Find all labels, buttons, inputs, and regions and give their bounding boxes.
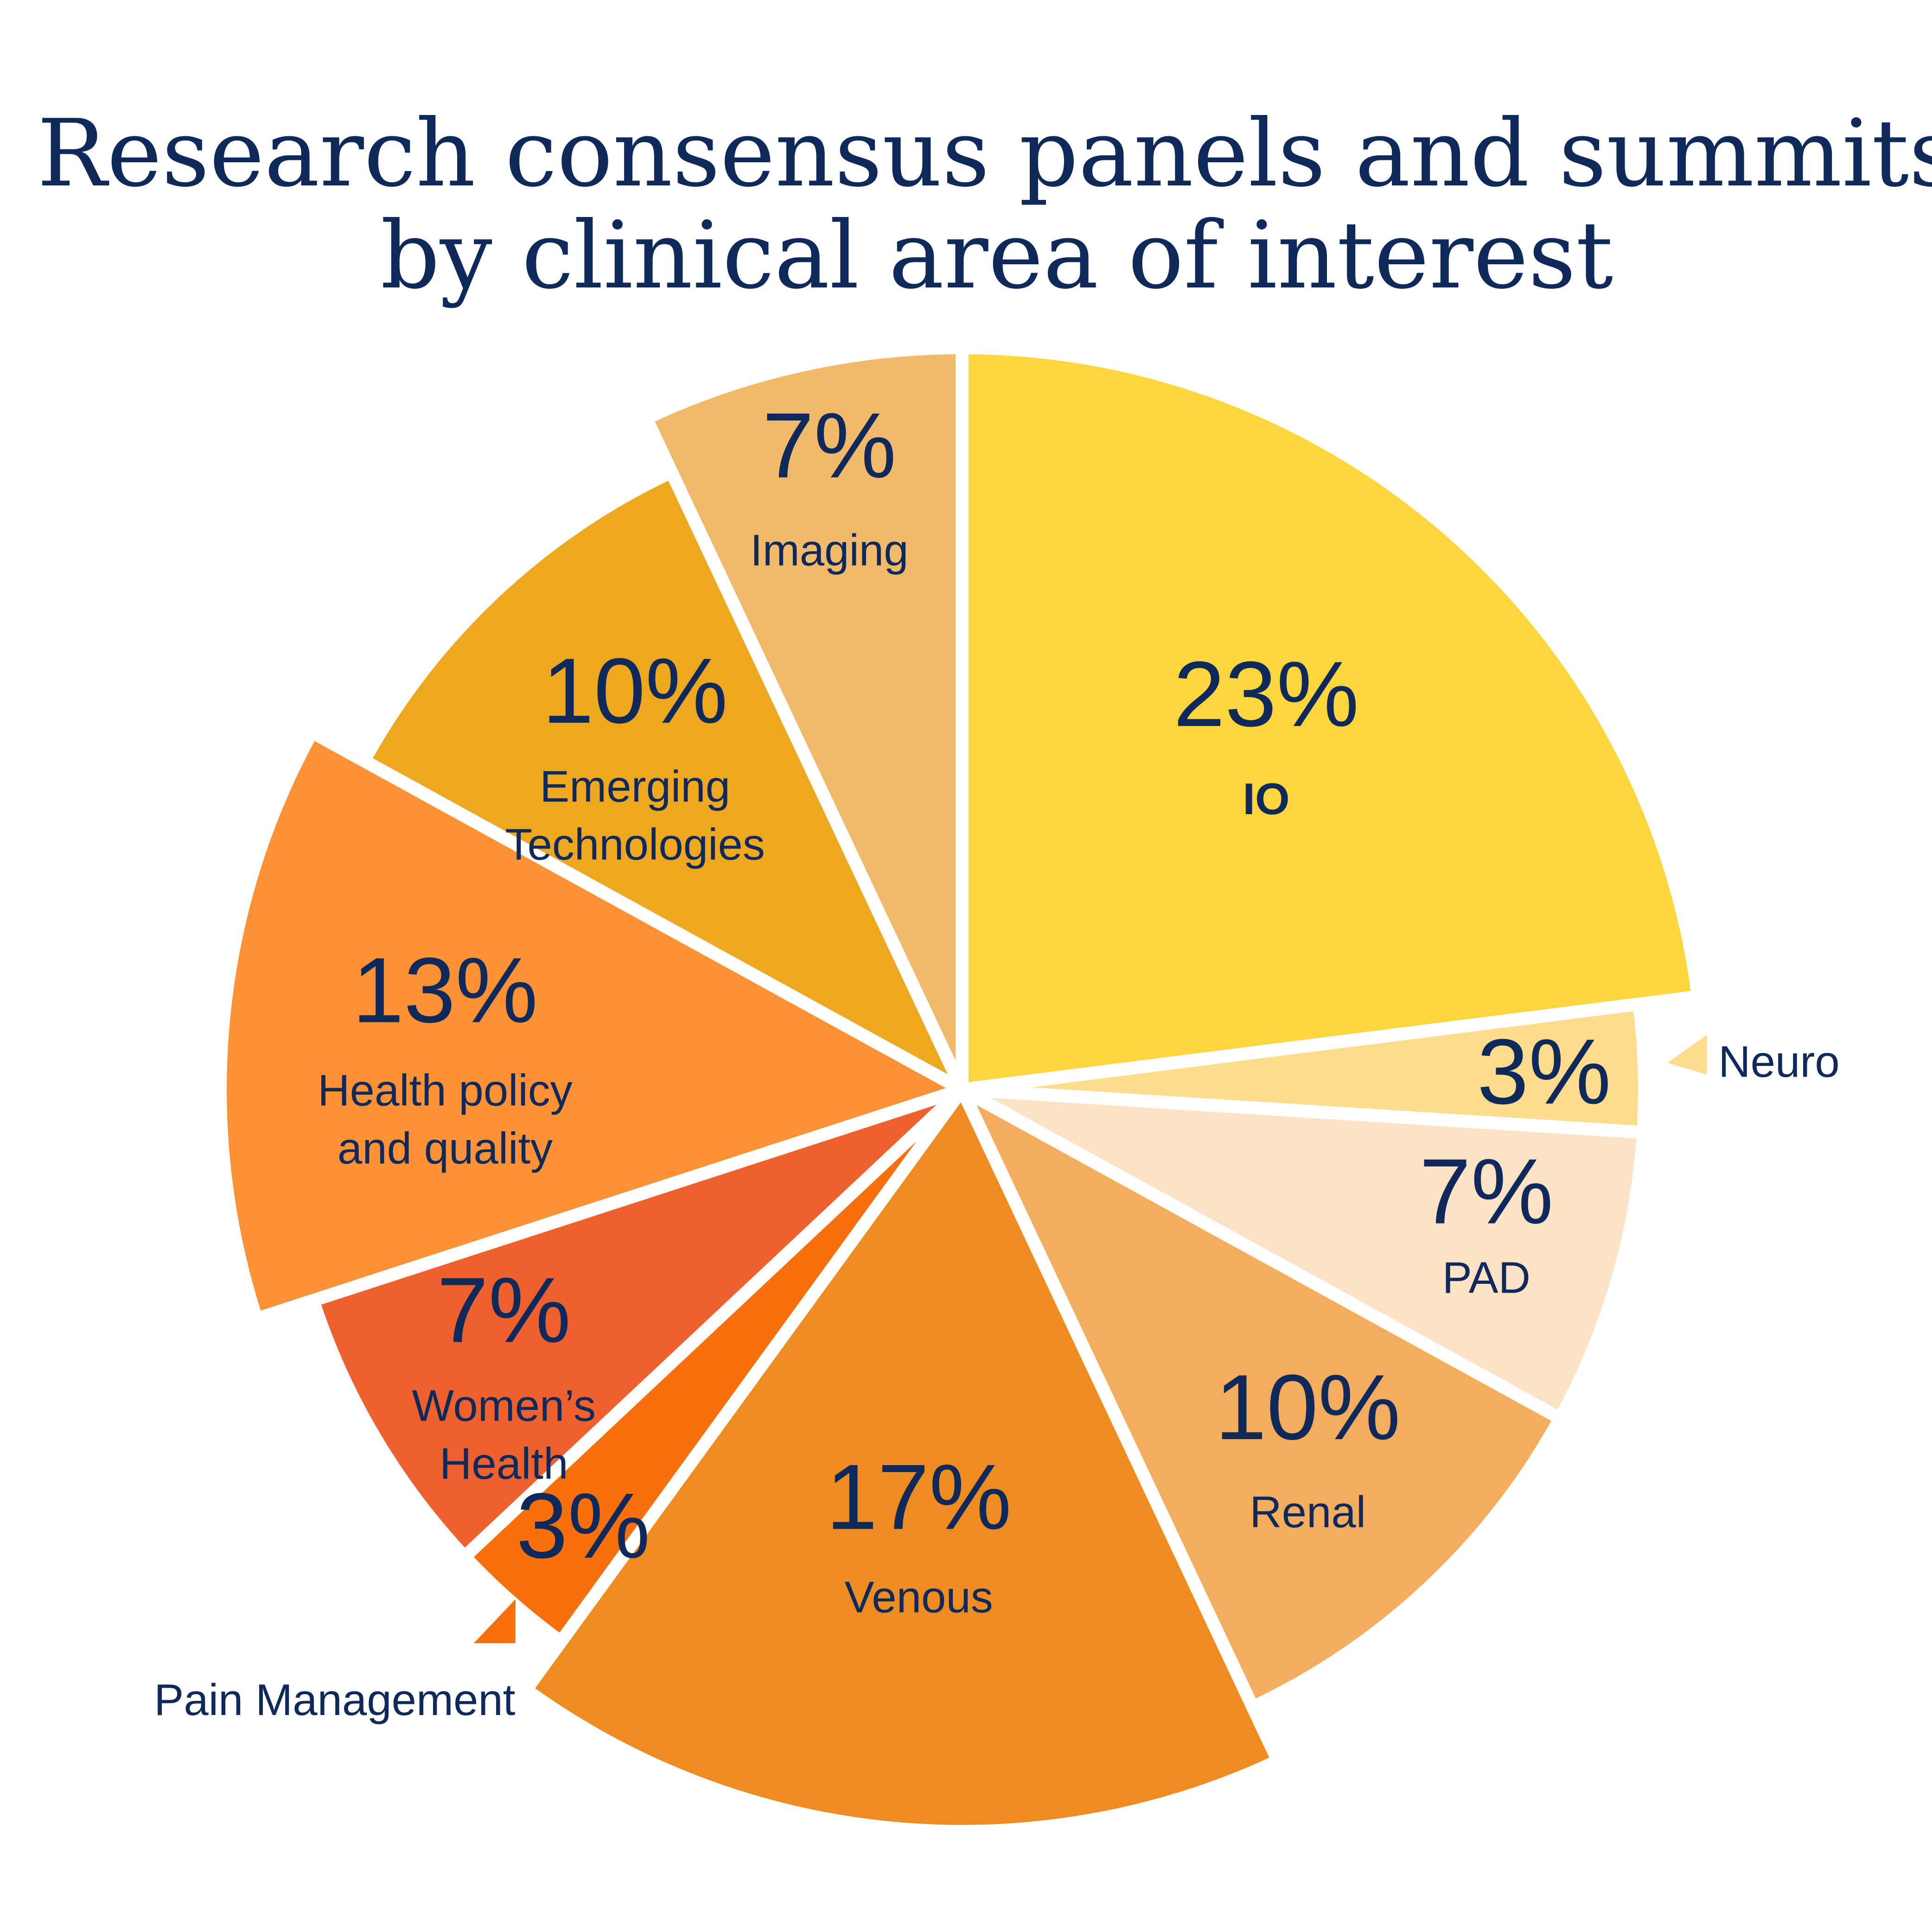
slice-label-health-policy-and-quality-line-1: Health policy xyxy=(318,1066,573,1116)
pie-slice-renal xyxy=(956,1083,1567,1714)
chart-title-line-2: by clinical area of interest xyxy=(381,202,1613,310)
slice-value-pain-management: 3% xyxy=(516,1474,650,1578)
slice-label-emerging-technologies-line-1: Emerging xyxy=(540,762,730,811)
pie-slice-venous xyxy=(519,1083,1285,1838)
pie-slice-pad xyxy=(956,1083,1650,1425)
pie-slice-women-s-health xyxy=(306,1083,969,1563)
slice-value-health-policy-and-quality: 13% xyxy=(352,939,538,1042)
pie-slice-imaging xyxy=(639,341,969,1096)
slice-label-emerging-technologies-line-2: Technologies xyxy=(505,820,765,869)
chart-title-line-1: Research consensus panels and summits xyxy=(37,100,1932,208)
slice-value-pad: 7% xyxy=(1419,1140,1553,1243)
slice-value-neuro: 3% xyxy=(1477,1020,1611,1123)
slice-value-emerging-technologies: 10% xyxy=(542,639,727,743)
slice-label-women-s-health-line-1: Women’s xyxy=(412,1381,596,1430)
pie-slice-health-policy-and-quality xyxy=(214,726,969,1326)
pie-labels: 23% IO 3% Neuro 7% PAD 10% Renal 17% Venous 3% Pain… xyxy=(154,394,1839,1725)
pie-slices xyxy=(214,341,1705,1838)
slice-value-imaging: 7% xyxy=(762,394,896,497)
slice-label-imaging: Imaging xyxy=(750,526,909,575)
pie-slice-io xyxy=(956,341,1705,1096)
slice-label-women-s-health-line-2: Health xyxy=(440,1439,568,1488)
slice-value-io: 23% xyxy=(1173,643,1359,746)
slice-label-io: IO xyxy=(1243,774,1289,824)
slice-label-neuro: Neuro xyxy=(1718,1037,1839,1087)
slice-value-renal: 10% xyxy=(1215,1356,1401,1459)
slice-value-venous: 17% xyxy=(826,1446,1011,1549)
slice-label-pain-management: Pain Management xyxy=(154,1675,515,1725)
slice-label-venous: Venous xyxy=(844,1573,993,1622)
slice-value-women-s-health: 7% xyxy=(437,1258,571,1362)
callout-pointer-pain-management xyxy=(473,1599,516,1644)
pie-slice-emerging-technologies xyxy=(357,465,969,1096)
slice-label-pad: PAD xyxy=(1442,1253,1530,1303)
slice-label-health-policy-and-quality-line-2: and quality xyxy=(338,1124,553,1173)
slice-label-renal: Renal xyxy=(1250,1487,1366,1537)
callout-pointer-neuro xyxy=(1667,1035,1707,1075)
